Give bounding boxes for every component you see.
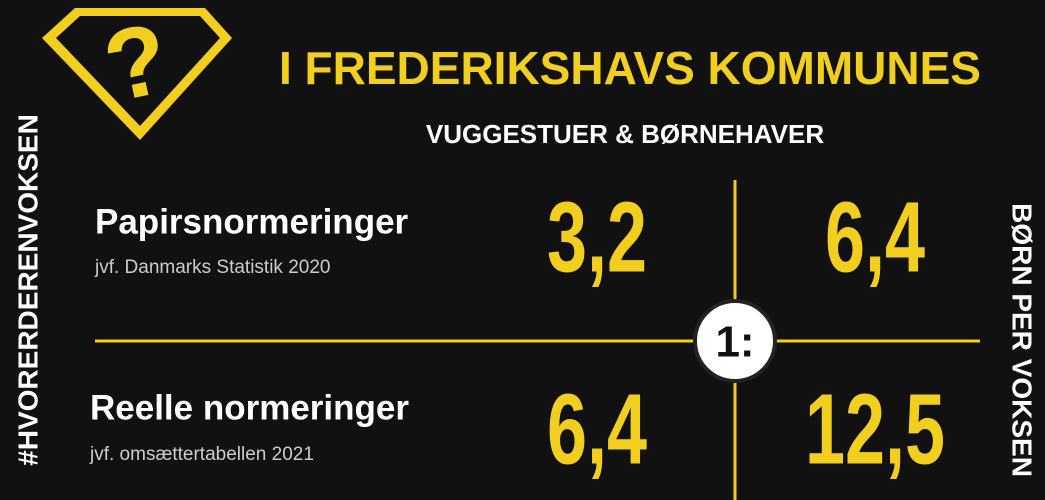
logo-inner <box>56 16 220 126</box>
row-source: jvf. Danmarks Statistik 2020 <box>94 257 330 278</box>
ratio-circle <box>693 299 777 383</box>
row-label: Papirsnormeringer <box>95 202 409 241</box>
subtitle: VUGGESTUER & BØRNEHAVER <box>426 119 824 149</box>
ratio-symbol: 1: <box>715 318 754 367</box>
row-label: Reelle normeringer <box>90 388 409 427</box>
value: 12,5 <box>805 374 945 485</box>
value: 6,4 <box>825 182 925 293</box>
value: 6,4 <box>547 374 647 485</box>
title: I FREDERIKSHAVS KOMMUNES <box>279 42 981 94</box>
hashtag: #HVORERDERENVOKSEN <box>12 114 43 466</box>
row-source: jvf. omsættertabellen 2021 <box>89 444 314 465</box>
unit-label: BØRN PER VOKSEN <box>1007 203 1038 477</box>
value: 3,2 <box>547 182 647 293</box>
